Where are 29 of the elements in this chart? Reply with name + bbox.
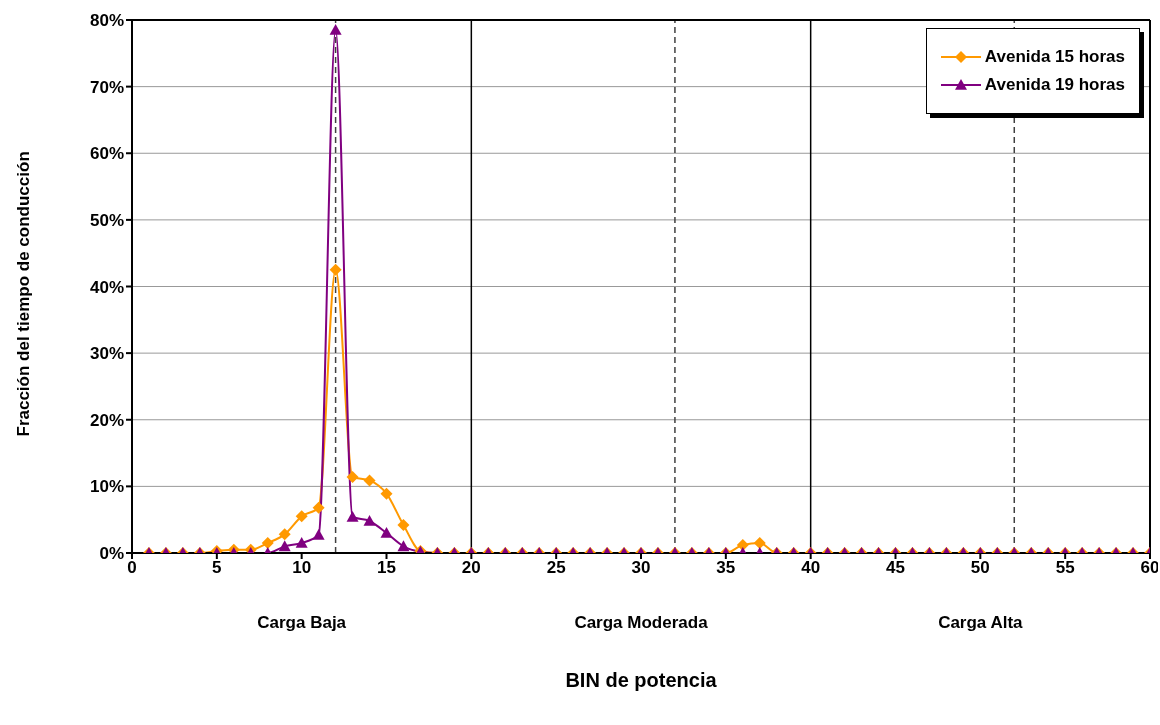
y-tick-label: 70%: [89, 77, 124, 97]
y-tick-label: 20%: [89, 410, 124, 430]
x-tick-label: 35: [716, 558, 736, 578]
x-tick-label: 30: [631, 558, 651, 578]
legend-label: Avenida 19 horas: [984, 75, 1125, 95]
x-tick-label: 60: [1140, 558, 1160, 578]
text: Carga Moderada: [573, 613, 709, 633]
y-tick-label: 80%: [89, 11, 124, 31]
x-axis-title: BIN de potencia: [565, 669, 718, 691]
y-axis-title: Fracción del tiempo de conducción: [14, 151, 34, 437]
x-tick-label: 40: [801, 558, 821, 578]
y-tick-label: 50%: [89, 210, 124, 230]
x-tick-label: 20: [461, 558, 481, 578]
legend-label: Avenida 15 horas: [984, 47, 1125, 67]
text: Carga Baja: [256, 613, 348, 633]
x-tick-label: 25: [546, 558, 566, 578]
x-tick-label: 50: [970, 558, 990, 578]
x-tick-label: 45: [886, 558, 905, 578]
x-tick-label: 55: [1055, 558, 1075, 578]
x-tick-label: 10: [292, 558, 312, 578]
y-tick-label: 10%: [89, 477, 124, 497]
y-tick-label: 30%: [89, 344, 124, 364]
x-tick-label: 15: [377, 558, 396, 578]
y-tick-label: 60%: [89, 144, 124, 164]
y-tick-label: 0%: [99, 544, 124, 564]
y-tick-label: 40%: [89, 277, 124, 297]
text: Carga Alta: [937, 613, 1024, 633]
x-tick-label: 0: [127, 558, 137, 578]
x-tick-label: 5: [212, 558, 222, 578]
